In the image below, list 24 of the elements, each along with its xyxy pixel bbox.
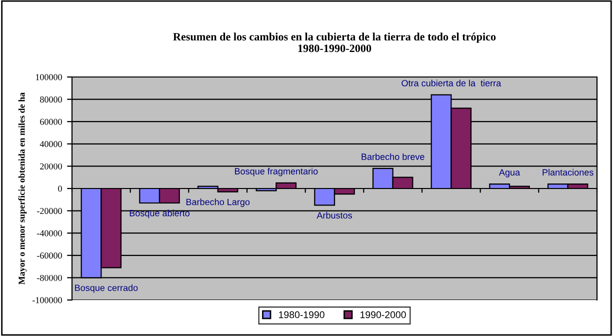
x-tick-label: Bosque cerrado (75, 284, 138, 293)
y-tick-label: 0 (58, 186, 62, 192)
y-tick-label: -100000 (32, 297, 62, 304)
y-axis-title: Mayor o menor superficie obtenida en miles de ha (18, 92, 27, 284)
x-tick-label: Plantaciones (542, 168, 594, 176)
legend-label: 1980-1990 (279, 311, 324, 318)
y-tick-label: -20000 (37, 208, 62, 214)
y-tick-label: -80000 (37, 274, 62, 281)
y-tick-label: -60000 (37, 252, 62, 259)
chart-title: Resumen de los cambios en la cubierta de la tierra de todo el trópico 1980-1990-2000 (173, 32, 496, 52)
legend-label: 1990-2000 (360, 311, 406, 318)
x-tick-label: Bosque fragmentario (235, 168, 318, 176)
x-tick-label: Agua (498, 169, 520, 178)
y-tick-label: 20000 (40, 163, 62, 170)
x-tick-label: Arbustos (316, 212, 352, 219)
y-tick-label: 100000 (36, 74, 62, 80)
x-tick-label: Barbecho Largo (186, 198, 250, 207)
x-tick-label: Otra cubierta de la tierra (402, 80, 502, 86)
x-tick-label: Bosque abierto (130, 210, 190, 218)
y-tick-label: 40000 (40, 141, 62, 148)
y-tick-label: 60000 (40, 118, 62, 125)
x-tick-label: Barbecho breve (362, 153, 424, 160)
y-tick-label: 80000 (40, 96, 62, 103)
y-tick-label: -40000 (37, 230, 62, 236)
